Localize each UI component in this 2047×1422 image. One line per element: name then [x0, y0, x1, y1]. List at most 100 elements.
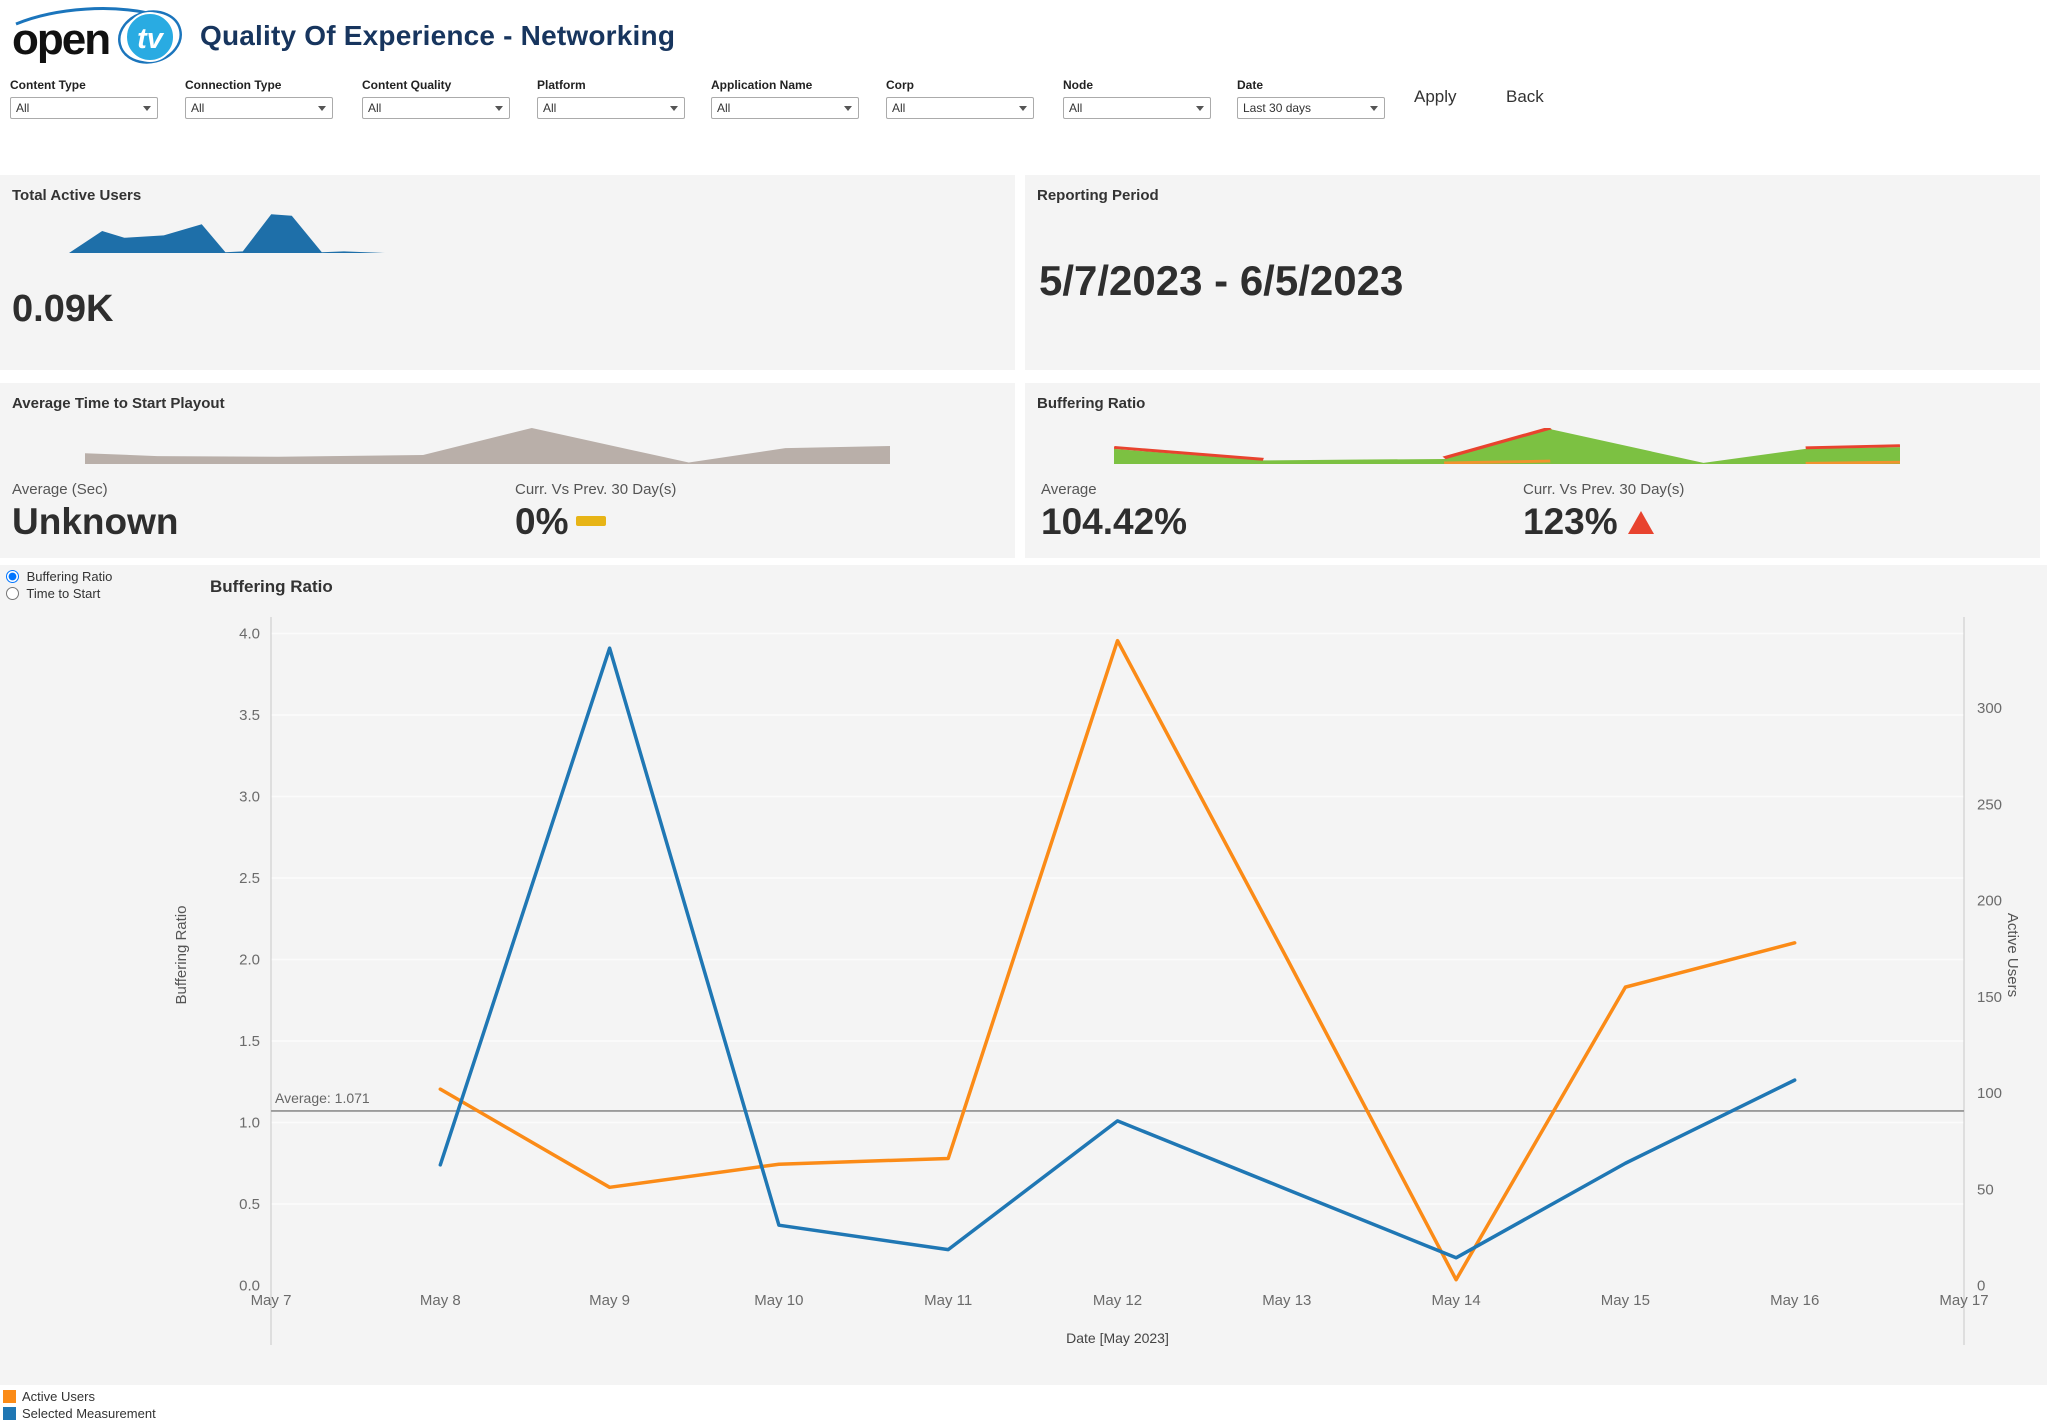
svg-text:May 12: May 12: [1093, 1292, 1142, 1309]
platform-select[interactable]: All: [537, 97, 685, 119]
svg-text:3.0: 3.0: [239, 789, 260, 806]
svg-text:Date [May 2023]: Date [May 2023]: [1066, 1330, 1169, 1346]
svg-text:May 13: May 13: [1262, 1292, 1311, 1309]
curr-vs-prev-label: Curr. Vs Prev. 30 Day(s): [515, 481, 677, 498]
chart-title: Buffering Ratio: [210, 577, 333, 596]
page-title: Quality Of Experience - Networking: [200, 20, 676, 51]
time-to-start-radio[interactable]: [6, 587, 19, 600]
svg-text:1.0: 1.0: [239, 1115, 260, 1132]
content-quality-select-wrap: All: [362, 97, 510, 119]
node-select-wrap: All: [1063, 97, 1211, 119]
application-name-select-wrap: All: [711, 97, 859, 119]
svg-text:Buffering Ratio: Buffering Ratio: [173, 906, 190, 1005]
card-title: Reporting Period: [1037, 187, 1159, 204]
connection-type-select-wrap: All: [185, 97, 333, 119]
date-select[interactable]: Last 30 days: [1237, 97, 1385, 119]
curr-vs-prev-label: Curr. Vs Prev. 30 Day(s): [1523, 481, 1685, 498]
legend-swatch-icon: [3, 1389, 16, 1403]
filter-node: Node All: [1063, 78, 1213, 119]
svg-text:150: 150: [1977, 989, 2002, 1006]
time-to-start-card: Average Time to Start Playout Average (S…: [0, 383, 1015, 558]
svg-text:Average: 1.071: Average: 1.071: [275, 1090, 370, 1106]
svg-text:4.0: 4.0: [239, 626, 260, 643]
buffering-ratio-chart: 0.0 0.5 1.0 1.5 2.0 2.5 3.0 3.5 4.0 0 50 100 150 200 2…: [173, 617, 2021, 1346]
radio-time-to-start[interactable]: Time to Start: [6, 586, 112, 601]
logo-open-text: open: [12, 15, 109, 64]
filter-connection-type: Connection Type All: [185, 78, 335, 119]
svg-text:200: 200: [1977, 893, 2002, 910]
filter-label: Node: [1063, 78, 1093, 92]
svg-text:0.5: 0.5: [239, 1196, 260, 1213]
connection-type-select[interactable]: All: [185, 97, 333, 119]
corp-select-wrap: All: [886, 97, 1034, 119]
svg-text:3.5: 3.5: [239, 707, 260, 724]
filter-label: Date: [1237, 78, 1264, 92]
svg-text:Active Users: Active Users: [2004, 913, 2021, 997]
svg-text:50: 50: [1977, 1181, 1994, 1198]
total-active-users-card: Total Active Users 0.09K: [0, 175, 1015, 370]
measurement-toggle: Buffering Ratio Time to Start: [6, 569, 112, 603]
filter-corp: Corp All: [886, 78, 1036, 119]
buffering-delta: 123%: [1523, 501, 1654, 543]
content-quality-select[interactable]: All: [362, 97, 510, 119]
content-type-select-wrap: All: [10, 97, 158, 119]
corp-select[interactable]: All: [886, 97, 1034, 119]
logo-tv-text: tv: [137, 23, 165, 55]
buffering-ratio-radio[interactable]: [6, 570, 19, 583]
filter-content-type: Content Type All: [10, 78, 160, 119]
filter-label: Connection Type: [185, 78, 282, 92]
svg-text:May 11: May 11: [924, 1292, 972, 1309]
svg-text:May 7: May 7: [251, 1292, 292, 1309]
filter-application-name: Application Name All: [711, 78, 861, 119]
logo-circle-icon: [125, 12, 175, 62]
svg-text:300: 300: [1977, 700, 2002, 717]
filter-label: Content Type: [10, 78, 86, 92]
svg-text:May 15: May 15: [1601, 1292, 1650, 1309]
buffering-ratio-card: Buffering Ratio Average 104.42% Curr. Vs…: [1025, 383, 2040, 558]
card-title: Total Active Users: [12, 187, 142, 204]
svg-text:May 10: May 10: [754, 1292, 803, 1309]
node-select[interactable]: All: [1063, 97, 1211, 119]
svg-text:0.0: 0.0: [239, 1278, 260, 1295]
date-select-wrap: Last 30 days: [1237, 97, 1385, 119]
legend-item: Selected Measurement: [3, 1405, 156, 1421]
average-sec-value: Unknown: [12, 501, 179, 542]
filter-content-quality: Content Quality All: [362, 78, 512, 119]
delta-value: 0%: [515, 501, 569, 542]
filter-date: Date Last 30 days: [1237, 78, 1387, 119]
legend-label: Selected Measurement: [22, 1405, 156, 1421]
reporting-period-card: Reporting Period 5/7/2023 - 6/5/2023: [1025, 175, 2040, 370]
back-button[interactable]: Back: [1500, 86, 1550, 108]
active-users-sparkline: [69, 213, 385, 253]
flat-indicator-icon: [576, 516, 607, 527]
legend-swatch-icon: [3, 1406, 16, 1420]
time-to-start-delta: 0%: [515, 501, 607, 543]
apply-button[interactable]: Apply: [1408, 86, 1463, 108]
up-triangle-icon: [1627, 511, 1654, 534]
filter-platform: Platform All: [537, 78, 687, 119]
legend-item: Active Users: [3, 1388, 156, 1404]
platform-select-wrap: All: [537, 97, 685, 119]
content-type-select[interactable]: All: [10, 97, 158, 119]
svg-text:2.5: 2.5: [239, 870, 260, 887]
svg-text:250: 250: [1977, 796, 2002, 813]
average-sec-label: Average (Sec): [12, 481, 108, 498]
buffering-sparkline: [1114, 428, 1900, 464]
svg-text:1.5: 1.5: [239, 1033, 260, 1050]
opentv-logo: open tv: [12, 7, 182, 64]
application-name-select[interactable]: All: [711, 97, 859, 119]
card-title: Average Time to Start Playout: [12, 395, 225, 412]
filter-label: Content Quality: [362, 78, 452, 92]
svg-text:May 14: May 14: [1431, 1292, 1480, 1309]
radio-buffering-ratio[interactable]: Buffering Ratio: [6, 569, 112, 584]
header: open tv Quality Of Experience - Networki…: [0, 0, 2047, 72]
svg-text:May 8: May 8: [420, 1292, 461, 1309]
svg-text:100: 100: [1977, 1085, 2002, 1102]
reporting-period-value: 5/7/2023 - 6/5/2023: [1039, 257, 1404, 304]
radio-label: Time to Start: [26, 586, 101, 601]
svg-text:May 9: May 9: [589, 1292, 630, 1309]
svg-text:2.0: 2.0: [239, 952, 260, 969]
svg-text:0: 0: [1977, 1278, 1985, 1295]
average-value: 104.42%: [1041, 501, 1188, 542]
filter-bar: Content Type All Connection Type All Con…: [0, 72, 2047, 130]
